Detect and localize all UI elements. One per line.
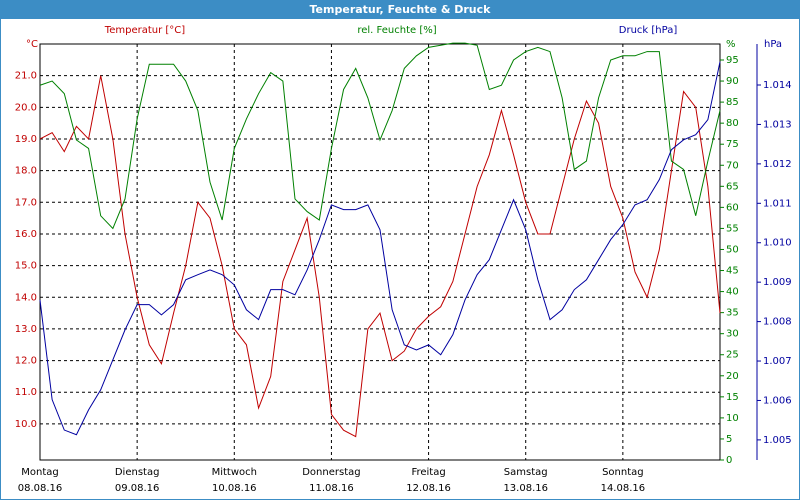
x-tick-date: 10.08.16 [212,483,257,494]
x-tick-date: 09.08.16 [115,483,160,494]
y-tick-label: 15.0 [15,261,37,272]
y-tick-label: 12.0 [15,356,37,367]
y3-tick-label: 1.008 [763,317,792,328]
x-tick-label: Dienstag [115,467,160,478]
y2-axis-title: rel. Feuchte [%] [357,25,436,36]
y2-tick-label: 85 [726,97,739,108]
y2-unit: % [726,39,736,50]
y-tick-label: 18.0 [15,166,37,177]
y2-tick-label: 95 [726,55,739,66]
plot-area [39,43,721,461]
y-tick-label: 20.0 [15,102,37,113]
y2-tick-label: 25 [726,350,739,361]
y3-tick-label: 1.007 [763,356,792,367]
y2-tick-label: 70 [726,160,739,171]
x-tick-label: Donnerstag [302,467,360,478]
y-axis-title: Temperatur [°C] [104,25,185,36]
y3-tick-label: 1.013 [763,119,792,130]
y2-tick-label: 10 [726,413,739,424]
y2-tick-label: 80 [726,118,739,129]
y2-tick-label: 55 [726,223,739,234]
x-tick-date: 12.08.16 [406,483,451,494]
y-tick-label: 16.0 [15,229,37,240]
y2-tick-label: 0 [726,455,732,466]
x-tick-date: 11.08.16 [309,483,354,494]
y2-tick-label: 60 [726,202,739,213]
y2-tick-label: 65 [726,181,739,192]
y2-tick-label: 75 [726,139,739,150]
y2-tick-label: 20 [726,371,739,382]
x-tick-label: Freitag [411,467,445,478]
y2-tick-label: 35 [726,308,739,319]
y3-tick-label: 1.014 [763,80,792,91]
y-tick-label: 14.0 [15,292,37,303]
y3-axis-title: Druck [hPa] [619,25,678,36]
y-tick-label: 21.0 [15,71,37,82]
y2-tick-label: 30 [726,329,739,340]
x-tick-label: Sonntag [602,467,644,478]
y2-tick-label: 90 [726,76,739,87]
y3-tick-label: 1.005 [763,435,792,446]
y3-unit: hPa [764,39,782,50]
x-tick-date: 14.08.16 [601,483,646,494]
y2-tick-label: 5 [726,434,732,445]
series-line [39,75,721,438]
x-tick-date: 13.08.16 [503,483,548,494]
y3-tick-label: 1.011 [763,198,792,209]
x-tick-label: Samstag [504,467,548,478]
y3-tick-label: 1.010 [763,238,792,249]
x-tick-label: Mittwoch [212,467,257,478]
y2-tick-label: 50 [726,244,739,255]
y3-tick-label: 1.009 [763,277,792,288]
y-tick-label: 17.0 [15,197,37,208]
series-line [39,42,721,230]
y3-tick-label: 1.006 [763,395,792,406]
x-tick-date: 08.08.16 [18,483,63,494]
y2-tick-label: 40 [726,287,739,298]
y3-tick-label: 1.012 [763,159,792,170]
y-unit: °C [26,39,38,50]
chart-title: Temperatur, Feuchte & Druck [310,3,492,16]
title-bar [0,0,800,19]
y2-tick-label: 15 [726,392,739,403]
y-tick-label: 19.0 [15,134,37,145]
y-tick-label: 10.0 [15,419,37,430]
y-tick-label: 11.0 [15,387,37,398]
y2-tick-label: 45 [726,266,739,277]
series-line [39,61,721,436]
y-tick-label: 13.0 [15,324,37,335]
x-tick-label: Montag [21,467,58,478]
